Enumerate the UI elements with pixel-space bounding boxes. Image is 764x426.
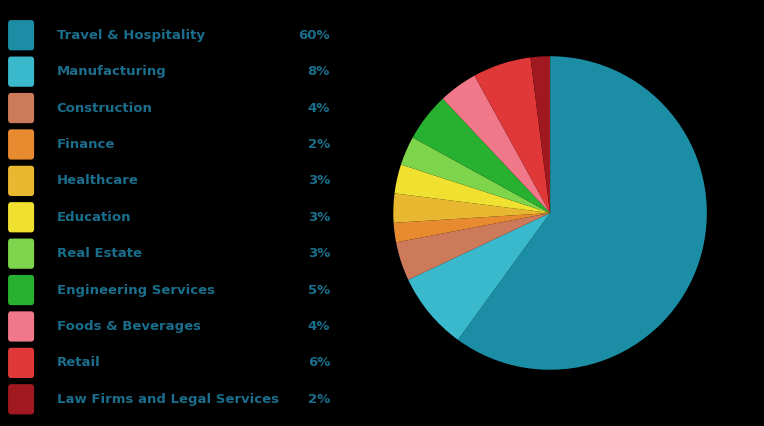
Text: Real Estate: Real Estate (57, 247, 142, 260)
FancyBboxPatch shape (8, 93, 34, 123)
FancyBboxPatch shape (8, 202, 34, 233)
FancyBboxPatch shape (8, 275, 34, 305)
Wedge shape (530, 56, 550, 213)
Wedge shape (413, 99, 550, 213)
Text: Healthcare: Healthcare (57, 174, 139, 187)
Text: 2%: 2% (308, 393, 330, 406)
Text: 8%: 8% (308, 65, 330, 78)
Text: 4%: 4% (308, 320, 330, 333)
Text: Construction: Construction (57, 101, 153, 115)
Text: Manufacturing: Manufacturing (57, 65, 167, 78)
Text: 5%: 5% (308, 284, 330, 296)
Wedge shape (401, 138, 550, 213)
Wedge shape (394, 164, 550, 213)
Text: 4%: 4% (308, 101, 330, 115)
Text: Engineering Services: Engineering Services (57, 284, 215, 296)
Text: Finance: Finance (57, 138, 115, 151)
Wedge shape (474, 58, 550, 213)
Wedge shape (396, 213, 550, 280)
FancyBboxPatch shape (8, 239, 34, 269)
Text: Retail: Retail (57, 357, 101, 369)
Text: Travel & Hospitality: Travel & Hospitality (57, 29, 205, 42)
Text: 3%: 3% (308, 211, 330, 224)
FancyBboxPatch shape (8, 348, 34, 378)
FancyBboxPatch shape (8, 384, 34, 414)
Text: 6%: 6% (308, 357, 330, 369)
FancyBboxPatch shape (8, 311, 34, 342)
Text: 60%: 60% (299, 29, 330, 42)
Text: 3%: 3% (308, 247, 330, 260)
Wedge shape (408, 213, 550, 340)
FancyBboxPatch shape (8, 166, 34, 196)
FancyBboxPatch shape (8, 130, 34, 160)
Text: Law Firms and Legal Services: Law Firms and Legal Services (57, 393, 279, 406)
FancyBboxPatch shape (8, 20, 34, 50)
Text: 3%: 3% (308, 174, 330, 187)
Text: Foods & Beverages: Foods & Beverages (57, 320, 201, 333)
Wedge shape (458, 56, 707, 370)
FancyBboxPatch shape (8, 57, 34, 87)
Wedge shape (393, 193, 550, 223)
Wedge shape (393, 213, 550, 242)
Wedge shape (443, 76, 550, 213)
Text: 2%: 2% (308, 138, 330, 151)
Text: Education: Education (57, 211, 131, 224)
